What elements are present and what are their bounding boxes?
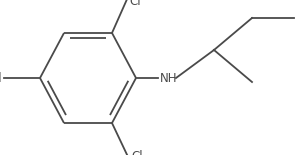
Text: Cl: Cl xyxy=(129,0,141,8)
Text: Cl: Cl xyxy=(131,150,143,155)
Text: Cl: Cl xyxy=(0,71,2,84)
Text: NH: NH xyxy=(160,71,178,84)
